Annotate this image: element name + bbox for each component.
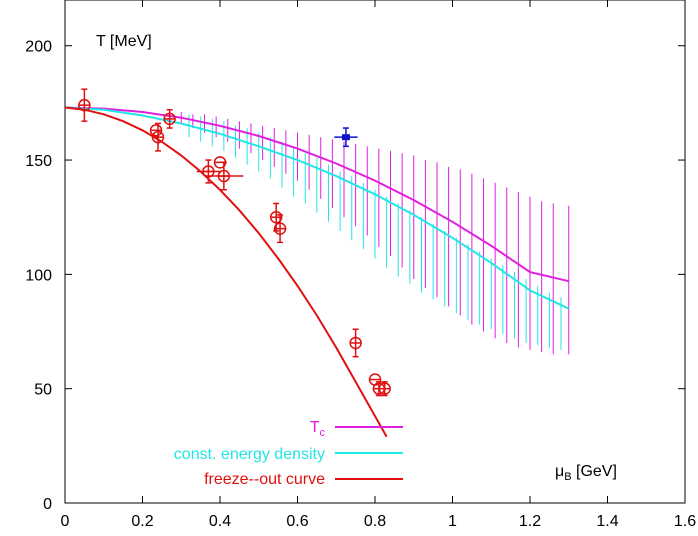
x-tick-label: 1 bbox=[448, 513, 457, 530]
x-axis-label: μB [GeV] bbox=[555, 463, 617, 483]
x-axis-label-main: μ bbox=[555, 463, 564, 480]
x-tick-label: 0.8 bbox=[364, 513, 386, 530]
x-axis-label-unit: [GeV] bbox=[572, 463, 617, 480]
y-tick-label: 200 bbox=[25, 39, 52, 56]
legend: Tc const. energy density freeze--out cur… bbox=[174, 419, 403, 488]
blue-point-marker bbox=[341, 134, 350, 141]
legend-label-tc-main: T bbox=[310, 419, 320, 436]
legend-label-freezeout: freeze--out curve bbox=[204, 471, 325, 488]
curve-freezeout bbox=[64, 106, 388, 438]
y-tick-label: 100 bbox=[25, 267, 52, 284]
x-tick-label: 0.6 bbox=[286, 513, 308, 530]
y-tick-label: 0 bbox=[43, 496, 52, 513]
x-tick-label: 1.6 bbox=[674, 513, 696, 530]
legend-label-tc-sub: c bbox=[320, 427, 326, 439]
curve-energy bbox=[64, 106, 570, 310]
curve-tc bbox=[64, 106, 570, 283]
y-axis-label: T [MeV] bbox=[96, 33, 152, 50]
x-tick-label: 0.4 bbox=[209, 513, 231, 530]
x-tick-label: 1.4 bbox=[596, 513, 618, 530]
y-tick-label: 150 bbox=[25, 153, 52, 170]
legend-label-energy: const. energy density bbox=[174, 446, 325, 463]
x-axis-label-sub: B bbox=[564, 471, 571, 483]
x-tick-label: 0 bbox=[61, 513, 70, 530]
y-tick-label: 50 bbox=[34, 382, 52, 399]
legend-label-tc: Tc bbox=[310, 419, 326, 439]
x-tick-label: 1.2 bbox=[519, 513, 541, 530]
x-tick-label: 0.2 bbox=[131, 513, 153, 530]
